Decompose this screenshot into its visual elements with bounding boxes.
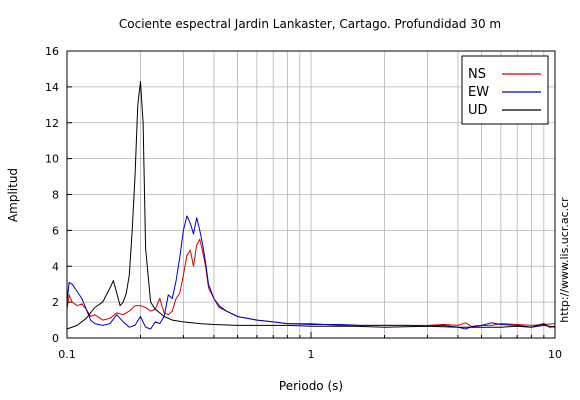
y-tick-label: 14 [45,81,59,94]
legend-label-ns: NS [468,67,486,82]
y-tick-label: 4 [52,260,59,273]
x-tick-label: 10 [548,348,562,361]
y-tick-label: 0 [52,332,59,345]
legend: NS EW UD [461,55,549,125]
y-tick-label: 2 [52,296,59,309]
y-tick-label: 8 [52,189,59,202]
source-url: http://www.lis.ucr.ac.cr [558,197,571,323]
legend-label-ud: UD [468,103,488,118]
series-line-ns [66,238,556,328]
y-axis-label: Amplitud [6,168,20,222]
chart-title: Cociente espectral Jardin Lankaster, Car… [119,17,501,31]
series-layer [66,81,556,330]
x-tick-label: 0.1 [58,348,76,361]
y-tick-label: 6 [52,224,59,237]
x-tick-label: 1 [308,348,315,361]
legend-box [461,55,549,125]
y-tick-label: 12 [45,117,59,130]
y-tick-label: 16 [45,45,59,58]
axis-ticks: 0 2 4 6 8 10 12 14 16 0.1 1 10 [45,45,562,361]
legend-label-ew: EW [468,85,489,100]
series-line-ud [66,81,556,330]
x-axis-label: Periodo (s) [279,379,343,393]
y-tick-label: 10 [45,153,59,166]
